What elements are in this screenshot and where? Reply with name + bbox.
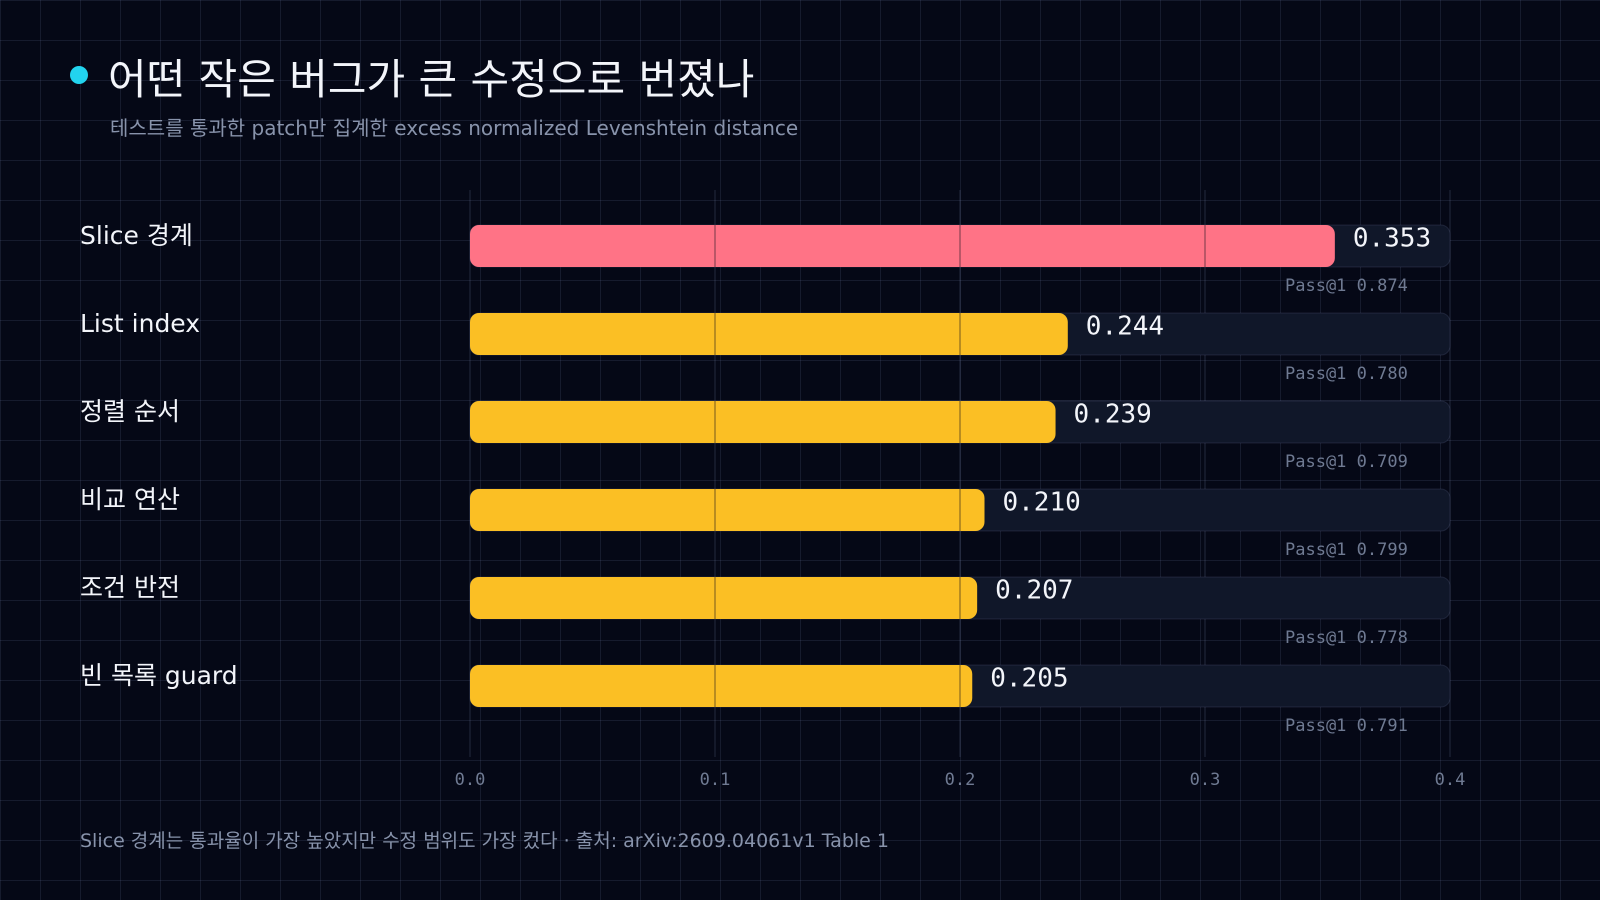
pass-label-0: Pass@1 0.874	[1285, 276, 1408, 296]
chart-title: 어떤 작은 버그가 큰 수정으로 번졌나	[108, 55, 755, 104]
bar-5	[470, 665, 973, 707]
value-label-4: 0.207	[995, 576, 1073, 606]
bar-4	[470, 577, 978, 619]
pass-label-2: Pass@1 0.709	[1285, 452, 1408, 472]
tick-label-2: 0.2	[945, 770, 976, 790]
title-bullet-icon	[70, 66, 88, 84]
bar-0	[470, 225, 1335, 267]
value-label-1: 0.244	[1086, 312, 1164, 342]
value-label-3: 0.210	[1003, 488, 1081, 518]
pass-label-4: Pass@1 0.778	[1285, 628, 1408, 648]
tick-label-3: 0.3	[1190, 770, 1221, 790]
category-label-2: 정렬 순서	[80, 397, 180, 426]
category-label-1: List index	[80, 309, 200, 338]
value-label-0: 0.353	[1353, 224, 1431, 254]
category-label-3: 비교 연산	[80, 485, 180, 514]
tick-label-0: 0.0	[455, 770, 486, 790]
category-label-0: Slice 경계	[80, 221, 193, 250]
category-label-5: 빈 목록 guard	[80, 661, 238, 690]
value-label-5: 0.205	[990, 664, 1068, 694]
pass-label-5: Pass@1 0.791	[1285, 716, 1408, 736]
tick-label-4: 0.4	[1435, 770, 1466, 790]
value-label-2: 0.239	[1074, 400, 1152, 430]
chart-footnote: Slice 경계는 통과율이 가장 높았지만 수정 범위도 가장 컸다 · 출처…	[80, 830, 889, 852]
bar-2	[470, 401, 1056, 443]
pass-label-1: Pass@1 0.780	[1285, 364, 1408, 384]
tick-label-1: 0.1	[700, 770, 731, 790]
pass-label-3: Pass@1 0.799	[1285, 540, 1408, 560]
bar-3	[470, 489, 985, 531]
category-label-4: 조건 반전	[80, 573, 180, 602]
bar-1	[470, 313, 1068, 355]
chart-subtitle: 테스트를 통과한 patch만 집계한 excess normalized Le…	[110, 116, 799, 140]
